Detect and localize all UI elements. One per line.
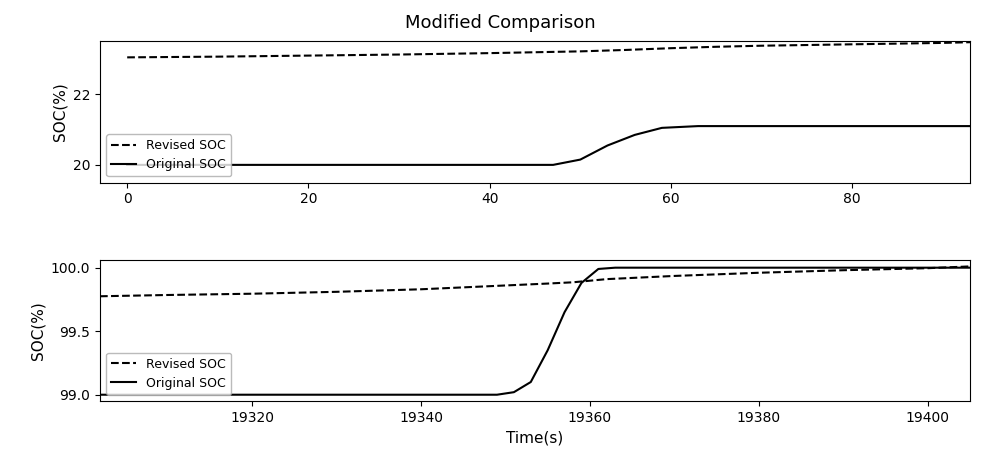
Revised SOC bbox=[753, 270, 765, 276]
Revised SOC bbox=[302, 53, 314, 59]
Original SOC bbox=[542, 348, 554, 353]
Original SOC bbox=[602, 143, 614, 148]
Revised SOC bbox=[756, 43, 768, 48]
Y-axis label: SOC(%): SOC(%) bbox=[30, 301, 45, 360]
Revised SOC bbox=[94, 294, 106, 299]
Revised SOC bbox=[415, 286, 427, 292]
Original SOC bbox=[484, 162, 496, 168]
Original SOC bbox=[212, 162, 224, 168]
Revised SOC bbox=[212, 54, 224, 59]
Revised SOC bbox=[393, 52, 405, 57]
Line: Revised SOC: Revised SOC bbox=[127, 42, 970, 57]
Original SOC bbox=[964, 124, 976, 129]
Original SOC bbox=[846, 124, 858, 129]
Original SOC bbox=[753, 265, 765, 271]
Revised SOC bbox=[668, 273, 680, 279]
Revised SOC bbox=[162, 292, 174, 298]
Original SOC bbox=[246, 392, 258, 397]
Revised SOC bbox=[964, 264, 976, 269]
Original SOC bbox=[121, 162, 133, 168]
Line: Revised SOC: Revised SOC bbox=[100, 266, 970, 296]
Text: Modified Comparison: Modified Comparison bbox=[405, 14, 595, 32]
Original SOC bbox=[592, 266, 604, 272]
Revised SOC bbox=[601, 276, 613, 282]
Original SOC bbox=[393, 162, 405, 168]
Original SOC bbox=[508, 390, 520, 395]
Y-axis label: SOC(%): SOC(%) bbox=[52, 83, 67, 142]
Original SOC bbox=[656, 125, 668, 130]
Original SOC bbox=[937, 124, 949, 129]
Revised SOC bbox=[484, 50, 496, 56]
Original SOC bbox=[756, 124, 768, 129]
Line: Original SOC: Original SOC bbox=[127, 126, 970, 165]
Revised SOC bbox=[937, 40, 949, 46]
Revised SOC bbox=[620, 47, 632, 53]
Revised SOC bbox=[846, 41, 858, 47]
Revised SOC bbox=[121, 54, 133, 60]
Original SOC bbox=[525, 379, 537, 385]
Original SOC bbox=[331, 392, 343, 397]
Revised SOC bbox=[331, 289, 343, 295]
Original SOC bbox=[559, 309, 571, 315]
Line: Original SOC: Original SOC bbox=[100, 268, 970, 395]
Revised SOC bbox=[710, 44, 722, 49]
Revised SOC bbox=[837, 267, 849, 273]
Revised SOC bbox=[246, 291, 258, 296]
Revised SOC bbox=[542, 281, 554, 286]
Original SOC bbox=[692, 124, 704, 129]
Original SOC bbox=[162, 392, 174, 397]
Revised SOC bbox=[574, 48, 586, 54]
X-axis label: Time(s): Time(s) bbox=[506, 431, 564, 445]
Original SOC bbox=[922, 265, 934, 271]
Revised SOC bbox=[665, 46, 677, 51]
Revised SOC bbox=[567, 279, 579, 285]
Legend: Revised SOC, Original SOC: Revised SOC, Original SOC bbox=[106, 134, 231, 176]
Original SOC bbox=[629, 132, 641, 138]
Revised SOC bbox=[964, 40, 976, 45]
Original SOC bbox=[668, 265, 680, 271]
Original SOC bbox=[415, 392, 427, 397]
Original SOC bbox=[575, 280, 587, 286]
Original SOC bbox=[574, 157, 586, 162]
Original SOC bbox=[547, 162, 559, 168]
Original SOC bbox=[302, 162, 314, 168]
Original SOC bbox=[94, 392, 106, 397]
Original SOC bbox=[609, 265, 621, 271]
Legend: Revised SOC, Original SOC: Revised SOC, Original SOC bbox=[106, 353, 231, 395]
Original SOC bbox=[964, 265, 976, 271]
Original SOC bbox=[491, 392, 503, 397]
Original SOC bbox=[520, 162, 532, 168]
Revised SOC bbox=[922, 266, 934, 271]
Revised SOC bbox=[499, 283, 511, 288]
